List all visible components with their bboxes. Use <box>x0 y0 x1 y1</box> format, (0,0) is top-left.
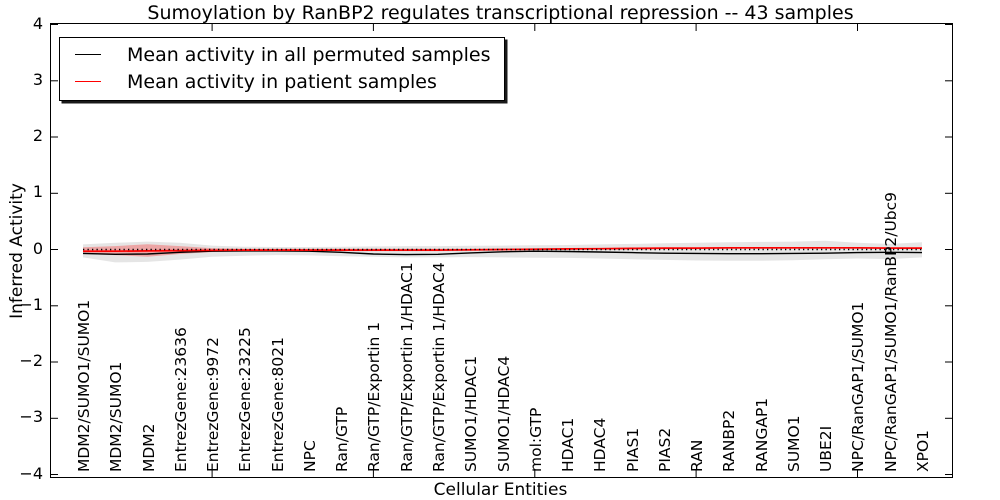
x-tick-label: MDM2 <box>139 423 158 472</box>
x-tick-label: NPC <box>300 440 319 472</box>
x-axis-label: Cellular Entities <box>433 480 568 500</box>
legend-label-permuted: Mean activity in all permuted samples <box>127 43 491 66</box>
y-tick-label: −3 <box>19 407 43 427</box>
x-tick-label: UBE2I <box>817 425 836 472</box>
x-tick-label: Ran/GTP/Exportin 1 <box>365 321 384 472</box>
y-tick-label: 3 <box>32 69 43 89</box>
y-tick-label: 0 <box>32 238 43 258</box>
x-tick-label: RAN <box>688 439 707 472</box>
legend-line-patient-swatch <box>75 81 101 82</box>
x-tick-label: mol:GTP <box>526 407 545 472</box>
y-tick-label: 2 <box>32 126 43 145</box>
chart-title: Sumoylation by RanBP2 regulates transcri… <box>147 2 854 24</box>
x-tick-label: Ran/GTP <box>333 406 352 472</box>
y-tick-label: −1 <box>19 294 43 314</box>
x-tick-label: MDM2/SUMO1 <box>107 361 126 472</box>
plot-area: MDM2/SUMO1/SUMO1 MDM2/SUMO1 MDM2 EntrezGene… <box>50 23 953 478</box>
y-tick-label: 1 <box>32 182 43 202</box>
x-tick-label: XPO1 <box>914 429 932 472</box>
x-tick-label: RANGAP1 <box>752 397 771 472</box>
y-tick-label: 4 <box>32 13 43 33</box>
legend-line-permuted-swatch <box>75 54 101 55</box>
patient-samples-std-band <box>83 244 922 257</box>
x-tick-label: PIAS2 <box>655 427 674 472</box>
x-tick-label: Ran/GTP/Exportin 1/HDAC1 <box>397 262 416 472</box>
x-tick-label: SUMO1/HDAC1 <box>462 355 481 472</box>
x-tick-label: NPC/RanGAP1/SUMO1 <box>849 301 868 472</box>
x-tick-label: HDAC4 <box>591 417 610 472</box>
legend-label-patient: Mean activity in patient samples <box>127 70 437 93</box>
x-tick-label: NPC/RanGAP1/SUMO1/RanBP2/Ubc9 <box>881 191 900 472</box>
x-tick-label: HDAC1 <box>559 417 578 472</box>
x-tick-label: EntrezGene:23636 <box>171 327 190 472</box>
x-tick-label: PIAS1 <box>623 427 642 472</box>
x-tick-label: SUMO1/HDAC4 <box>494 355 513 472</box>
series-line-0 <box>82 250 923 256</box>
x-tick-label: MDM2/SUMO1/SUMO1 <box>75 299 93 472</box>
y-tick-label: −4 <box>19 463 43 483</box>
x-tick-label: SUMO1 <box>784 415 803 472</box>
legend-item-patient: Mean activity in patient samples <box>60 68 490 95</box>
x-tick-label: Ran/GTP/Exportin 1/HDAC4 <box>429 262 448 472</box>
x-tick-label: EntrezGene:8021 <box>268 337 287 472</box>
x-tick-label: EntrezGene:23225 <box>236 327 255 472</box>
y-tick-label: −2 <box>19 351 43 370</box>
legend-item-permuted: Mean activity in all permuted samples <box>60 41 490 68</box>
chart-canvas <box>51 24 952 477</box>
x-tick-label: EntrezGene:9972 <box>204 337 223 472</box>
legend: Mean activity in all permuted samples Me… <box>59 37 506 101</box>
x-tick-label: RANBP2 <box>720 409 739 472</box>
